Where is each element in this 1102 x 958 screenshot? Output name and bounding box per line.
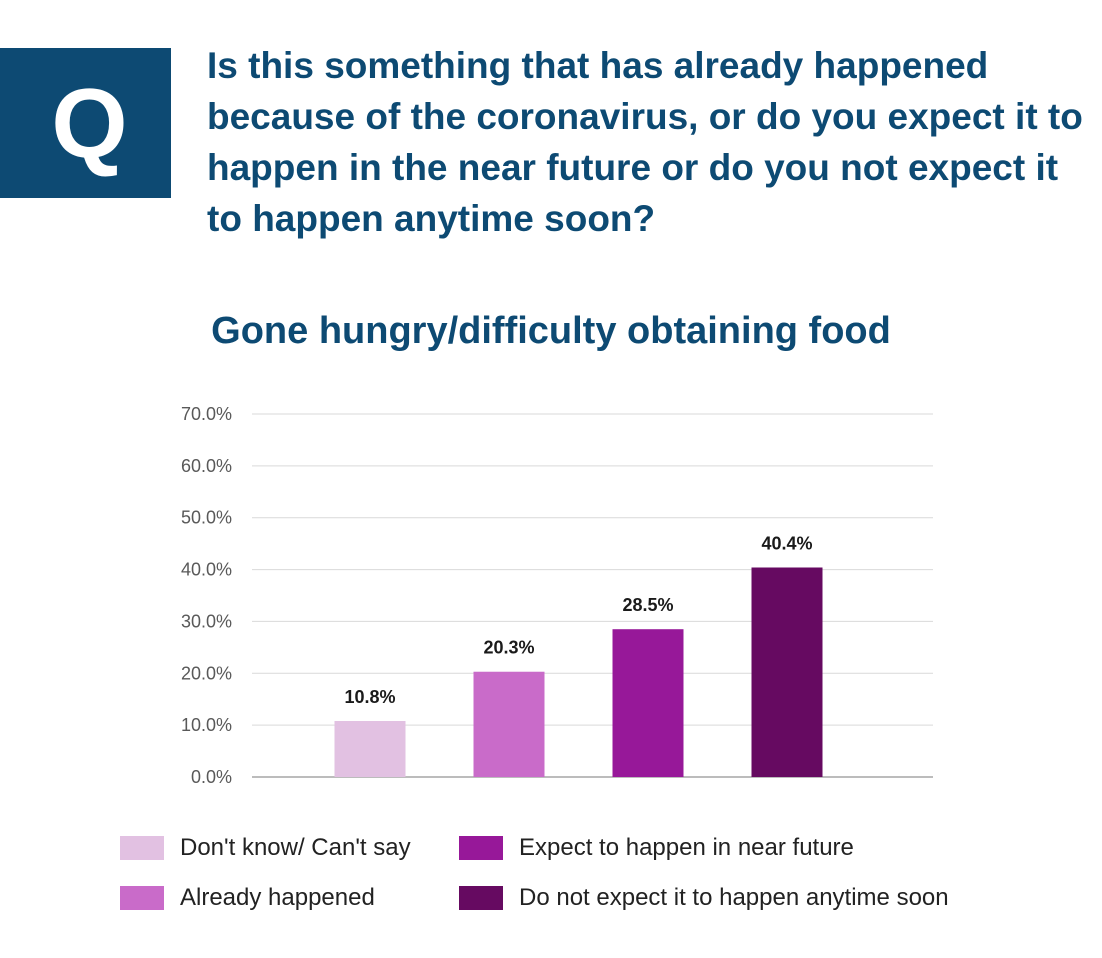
data-label: 40.4% [761,533,812,553]
bar [751,567,823,777]
y-tick-label: 30.0% [181,611,232,631]
legend-swatch [459,886,503,910]
bar [334,720,406,777]
bar-chart: 0.0% 10.0% 20.0% 30.0% 40.0% 50.0% 60.0% 70.0% 1… [181,404,933,787]
legend-item: Expect to happen in near future [459,834,854,862]
y-tick-label: 70.0% [181,404,232,424]
legend-label: Expect to happen in near future [519,834,854,861]
question-text: Is this something that has already happe… [207,45,1083,239]
legend-label: Already happened [180,884,375,911]
legend-item: Do not expect it to happen anytime soon [459,884,949,912]
data-label: 28.5% [622,595,673,615]
legend-swatch [459,836,503,860]
y-tick-label: 10.0% [181,715,232,735]
legend-swatch [120,886,164,910]
bar [473,671,545,777]
legend-label: Do not expect it to happen anytime soon [519,884,949,911]
legend-label: Don't know/ Can't say [180,834,411,861]
y-tick-label: 40.0% [181,560,232,580]
data-label: 10.8% [344,687,395,707]
legend-item: Already happened [120,884,375,912]
y-tick-label: 60.0% [181,456,232,476]
y-tick-label: 0.0% [191,767,232,787]
q-badge: Q [0,48,171,198]
data-label: 20.3% [483,638,534,658]
legend-item: Don't know/ Can't say [120,834,411,862]
q-letter: Q [51,68,128,178]
y-tick-label: 50.0% [181,508,232,528]
chart-title: Gone hungry/difficulty obtaining food [211,310,891,352]
y-tick-label: 20.0% [181,663,232,683]
bar [612,629,684,777]
legend-swatch [120,836,164,860]
legend: Don't know/ Can't say Expect to happen in… [120,834,1040,934]
